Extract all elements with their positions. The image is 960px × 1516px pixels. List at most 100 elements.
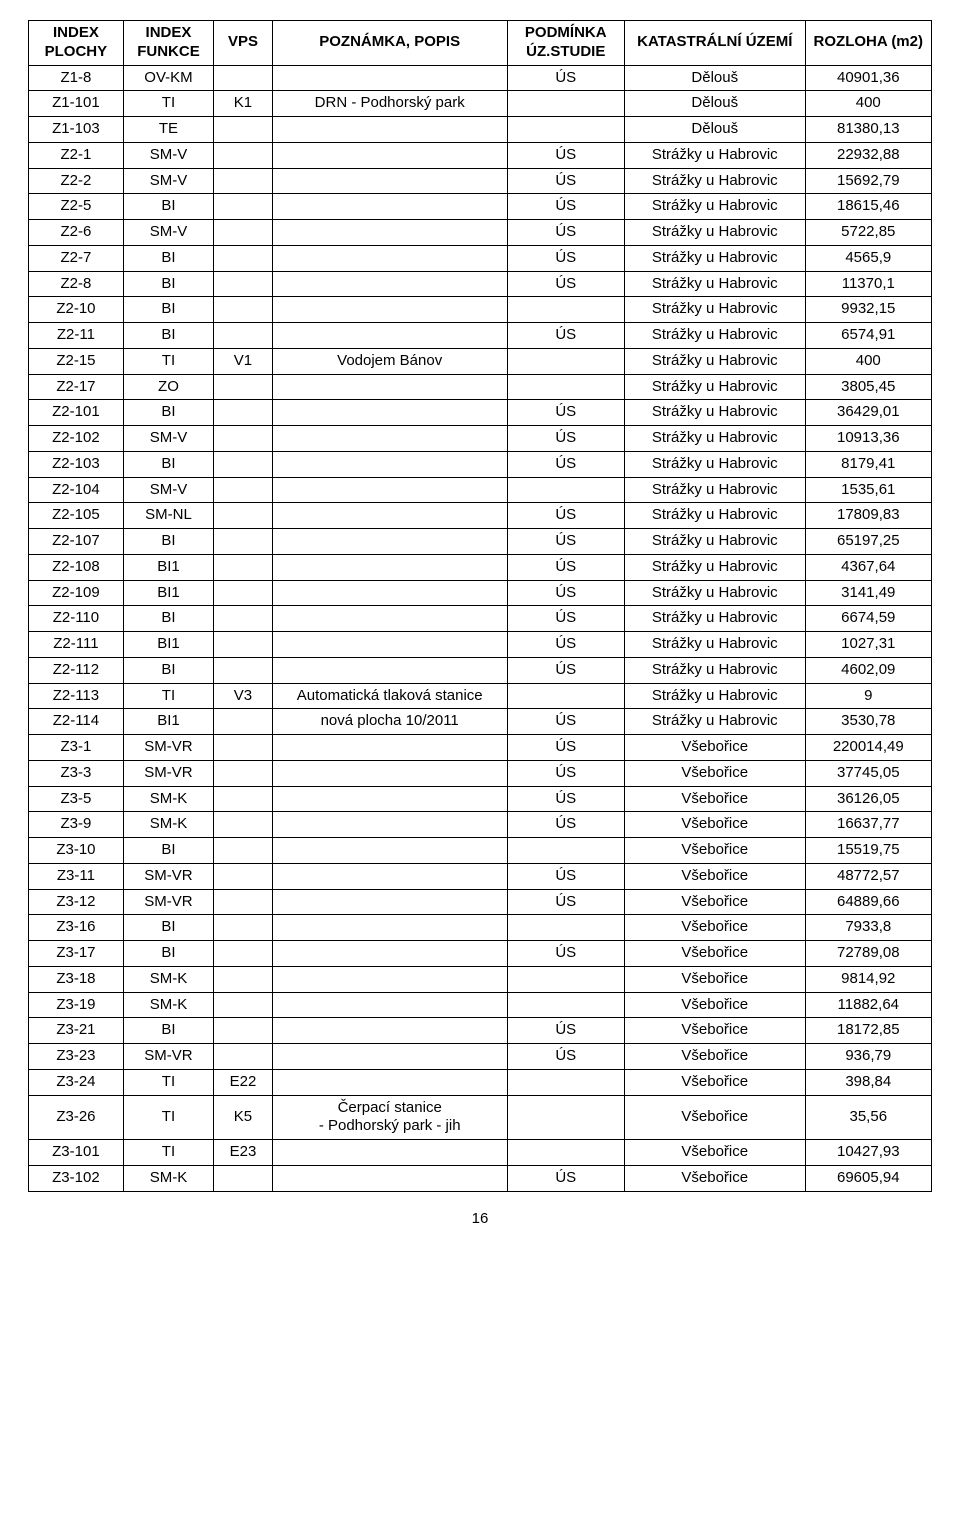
table-row: Z2-10BIStrážky u Habrovic9932,15	[29, 297, 932, 323]
table-cell	[272, 1018, 507, 1044]
table-cell	[272, 220, 507, 246]
table-cell: ÚS	[507, 657, 624, 683]
table-cell: Všebořice	[624, 812, 805, 838]
table-cell: Z2-6	[29, 220, 124, 246]
table-cell: Z2-5	[29, 194, 124, 220]
table-cell: BI	[123, 297, 213, 323]
table-row: Z3-3SM-VRÚSVšebořice37745,05	[29, 760, 932, 786]
table-cell: 400	[805, 91, 931, 117]
table-cell: 36429,01	[805, 400, 931, 426]
table-cell	[272, 1044, 507, 1070]
table-cell	[507, 838, 624, 864]
data-table: INDEX PLOCHY INDEX FUNKCE VPS POZNÁMKA, …	[28, 20, 932, 1192]
col-header-vps: VPS	[214, 21, 273, 66]
table-row: Z3-19SM-KVšebořice11882,64	[29, 992, 932, 1018]
table-header-row: INDEX PLOCHY INDEX FUNKCE VPS POZNÁMKA, …	[29, 21, 932, 66]
table-row: Z2-11BIÚSStrážky u Habrovic6574,91	[29, 323, 932, 349]
table-cell: Z3-19	[29, 992, 124, 1018]
table-cell	[272, 1165, 507, 1191]
table-cell: Vodojem Bánov	[272, 348, 507, 374]
table-cell: ÚS	[507, 863, 624, 889]
table-cell	[272, 760, 507, 786]
table-cell: BI	[123, 838, 213, 864]
table-cell: Z3-17	[29, 941, 124, 967]
table-cell: Z2-104	[29, 477, 124, 503]
table-row: Z2-109BI1ÚSStrážky u Habrovic3141,49	[29, 580, 932, 606]
table-cell: Z3-101	[29, 1140, 124, 1166]
table-cell: 81380,13	[805, 117, 931, 143]
table-cell: Z2-15	[29, 348, 124, 374]
table-cell	[507, 477, 624, 503]
table-cell: ÚS	[507, 709, 624, 735]
table-cell	[272, 606, 507, 632]
table-cell: ÚS	[507, 400, 624, 426]
table-row: Z2-6SM-VÚSStrážky u Habrovic5722,85	[29, 220, 932, 246]
table-cell: Z2-102	[29, 426, 124, 452]
table-cell: 40901,36	[805, 65, 931, 91]
table-row: Z2-104SM-VStrážky u Habrovic1535,61	[29, 477, 932, 503]
table-cell: 220014,49	[805, 735, 931, 761]
table-cell	[272, 554, 507, 580]
table-cell: Strážky u Habrovic	[624, 503, 805, 529]
table-cell: SM-V	[123, 477, 213, 503]
table-cell: Z3-24	[29, 1069, 124, 1095]
table-cell: BI1	[123, 709, 213, 735]
table-cell: Z3-11	[29, 863, 124, 889]
table-cell: E23	[214, 1140, 273, 1166]
table-cell: Z1-101	[29, 91, 124, 117]
table-cell: Strážky u Habrovic	[624, 426, 805, 452]
table-cell: BI	[123, 451, 213, 477]
table-row: Z2-111BI1ÚSStrážky u Habrovic1027,31	[29, 632, 932, 658]
table-cell: 18172,85	[805, 1018, 931, 1044]
table-cell	[272, 194, 507, 220]
table-cell: 72789,08	[805, 941, 931, 967]
col-header-poznamka: POZNÁMKA, POPIS	[272, 21, 507, 66]
table-cell	[272, 142, 507, 168]
table-cell	[272, 735, 507, 761]
table-cell	[214, 580, 273, 606]
table-cell	[214, 1165, 273, 1191]
table-cell: 3141,49	[805, 580, 931, 606]
table-cell: BI	[123, 323, 213, 349]
table-cell: TI	[123, 1069, 213, 1095]
table-cell	[272, 426, 507, 452]
table-row: Z2-113TIV3Automatická tlaková staniceStr…	[29, 683, 932, 709]
table-cell	[214, 297, 273, 323]
table-cell: 6574,91	[805, 323, 931, 349]
table-cell: SM-K	[123, 1165, 213, 1191]
table-cell: BI	[123, 915, 213, 941]
table-cell: ÚS	[507, 812, 624, 838]
table-cell	[272, 245, 507, 271]
table-cell: ÚS	[507, 426, 624, 452]
table-cell: Strážky u Habrovic	[624, 168, 805, 194]
table-cell: nová plocha 10/2011	[272, 709, 507, 735]
table-cell: Z2-2	[29, 168, 124, 194]
table-cell	[272, 529, 507, 555]
table-row: Z3-16BIVšebořice7933,8	[29, 915, 932, 941]
table-cell: BI	[123, 1018, 213, 1044]
table-cell: Z3-16	[29, 915, 124, 941]
table-cell	[214, 117, 273, 143]
table-cell	[214, 735, 273, 761]
col-header-index-funkce: INDEX FUNKCE	[123, 21, 213, 66]
table-cell: Všebořice	[624, 1069, 805, 1095]
table-cell	[272, 992, 507, 1018]
table-cell: ÚS	[507, 760, 624, 786]
table-row: Z3-1SM-VRÚSVšebořice220014,49	[29, 735, 932, 761]
table-row: Z3-17BIÚSVšebořice72789,08	[29, 941, 932, 967]
table-cell: Čerpací stanice- Podhorský park - jih	[272, 1095, 507, 1140]
table-cell: SM-V	[123, 426, 213, 452]
table-cell: 6674,59	[805, 606, 931, 632]
table-cell: Z2-109	[29, 580, 124, 606]
table-cell: Z2-7	[29, 245, 124, 271]
table-cell	[272, 838, 507, 864]
table-row: Z1-103TEDělouš81380,13	[29, 117, 932, 143]
table-cell	[214, 194, 273, 220]
table-cell: V3	[214, 683, 273, 709]
table-cell: Všebořice	[624, 1095, 805, 1140]
table-cell: BI1	[123, 580, 213, 606]
table-cell: V1	[214, 348, 273, 374]
table-cell: Z3-5	[29, 786, 124, 812]
table-cell: 11370,1	[805, 271, 931, 297]
table-cell: BI	[123, 941, 213, 967]
